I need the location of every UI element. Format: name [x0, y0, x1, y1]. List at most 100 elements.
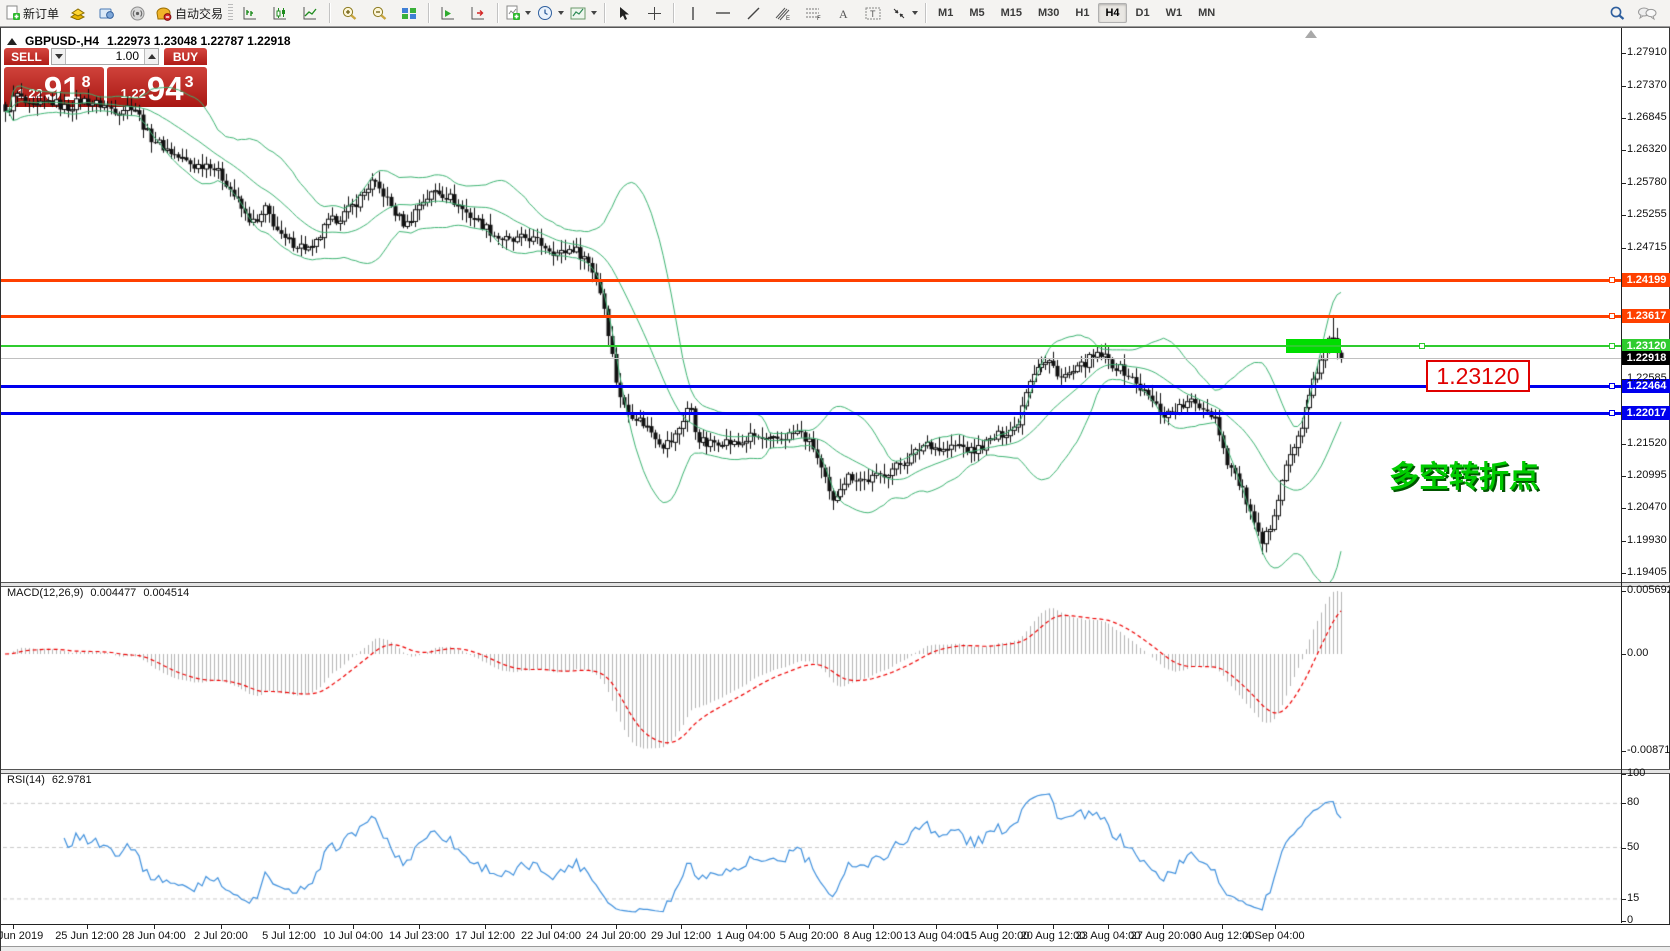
zoom-in-button[interactable]: [334, 1, 364, 25]
arrows-button[interactable]: [888, 1, 921, 25]
timeframe-button-m5[interactable]: M5: [969, 7, 985, 19]
search-button[interactable]: [1602, 1, 1632, 25]
price-tick-label: 1.25255: [1627, 208, 1667, 220]
market-watch-button[interactable]: [62, 1, 92, 25]
label-button[interactable]: T: [858, 1, 888, 25]
auto-scroll-button[interactable]: [433, 1, 463, 25]
price-tick: [1621, 444, 1626, 445]
line-handle-1.22017[interactable]: [1609, 410, 1615, 416]
line-handle-1.22464[interactable]: [1609, 383, 1615, 389]
channel-icon: E: [775, 6, 792, 21]
date-tick: [289, 925, 290, 929]
date-tick: [353, 925, 354, 929]
price-tag-object[interactable]: 1.23120: [1426, 360, 1530, 392]
line-handle-1.24199[interactable]: [1609, 277, 1615, 283]
macd-tick-label: -0.008717: [1627, 744, 1670, 756]
fibonacci-button[interactable]: F: [798, 1, 828, 25]
current-price-line: [1, 358, 1621, 359]
hline-resistance-1.23617[interactable]: [1, 315, 1621, 318]
hline-resistance-1.24199[interactable]: [1, 279, 1621, 282]
price-tick-label: 1.22585: [1627, 372, 1667, 384]
cn-note-object[interactable]: 多空转折点: [1389, 461, 1539, 494]
chart-shift-icon: [470, 6, 486, 21]
macd-tick: [1621, 591, 1626, 592]
chat-button[interactable]: [1632, 1, 1662, 25]
macd-chart-canvas[interactable]: [3, 585, 1621, 769]
periods-button[interactable]: [534, 1, 567, 25]
date-label: 30 Aug 12:00: [1189, 930, 1255, 942]
toolbar-grip[interactable]: [228, 4, 234, 22]
date-label: 29 Jul 12:00: [651, 930, 711, 942]
tile-windows-button[interactable]: [394, 1, 424, 25]
hline-support-1.22017[interactable]: [1, 412, 1621, 415]
price-tick-label: 1.26845: [1627, 111, 1667, 123]
hline-support-1.22464[interactable]: [1, 385, 1621, 388]
templates-button[interactable]: [567, 1, 600, 25]
timeframe-button-h1[interactable]: H1: [1075, 7, 1090, 19]
timeframe-button-h4[interactable]: H4: [1098, 3, 1127, 23]
price-chart-canvas[interactable]: [3, 30, 1621, 582]
rsi-tick-label: 0: [1627, 914, 1634, 926]
cursor-button[interactable]: [609, 1, 639, 25]
price-tick-label: 1.19405: [1627, 566, 1667, 578]
line-handle-1.23617[interactable]: [1609, 313, 1615, 319]
timeframe-button-d1[interactable]: D1: [1135, 7, 1150, 19]
rsi-tick: [1621, 803, 1626, 804]
fibonacci-icon: F: [805, 6, 822, 21]
autotrade-button[interactable]: 自动交易: [152, 1, 226, 25]
templates-caret-icon: [591, 11, 598, 15]
channel-button[interactable]: E: [768, 1, 798, 25]
indicators-button[interactable]: [502, 1, 534, 25]
zoom-out-button[interactable]: [364, 1, 394, 25]
cursor-icon: [618, 6, 630, 21]
crosshair-button[interactable]: [639, 1, 669, 25]
navigator-button[interactable]: [92, 1, 122, 25]
date-tick: [936, 925, 937, 929]
price-tick: [1621, 476, 1626, 477]
price-tick: [1621, 150, 1626, 151]
vertical-line-icon: [688, 6, 698, 21]
price-tick: [1621, 573, 1626, 574]
candlestick-chart-icon: [272, 6, 288, 21]
bar-chart-button[interactable]: [235, 1, 265, 25]
pivot-line-left-handle[interactable]: [1419, 343, 1425, 349]
price-badge-1.22017: 1.22017: [1622, 406, 1670, 420]
chart-shift-button[interactable]: [463, 1, 493, 25]
vertical-line-button[interactable]: [678, 1, 708, 25]
rsi-chart-canvas[interactable]: [3, 772, 1621, 923]
price-tick-label: 1.19930: [1627, 534, 1667, 546]
timeframe-button-w1[interactable]: W1: [1165, 7, 1183, 19]
price-axis: [1621, 28, 1622, 923]
date-label: 27 Aug 20:00: [1130, 930, 1196, 942]
rsi-tick: [1621, 899, 1626, 900]
rsi-tick-label: 80: [1627, 796, 1640, 808]
rsi-tick: [1621, 774, 1626, 775]
autotrade-label: 自动交易: [175, 6, 224, 21]
signals-button[interactable]: [122, 1, 152, 25]
timeframe-button-m15[interactable]: M15: [1000, 7, 1022, 19]
chat-icon: [1637, 6, 1657, 21]
date-label: 13 Aug 04:00: [903, 930, 969, 942]
arrows-icon: [891, 6, 907, 21]
timeframe-button-mn[interactable]: MN: [1198, 7, 1216, 19]
line-handle-1.23120[interactable]: [1609, 343, 1615, 349]
pane-splitter-macd[interactable]: [1, 582, 1670, 587]
date-tick: [873, 925, 874, 929]
text-button[interactable]: A: [828, 1, 858, 25]
candlestick-chart-button[interactable]: [265, 1, 295, 25]
date-label: 20 Jun 2019: [0, 930, 44, 942]
line-chart-button[interactable]: [295, 1, 325, 25]
pane-splitter-rsi[interactable]: [1, 769, 1670, 774]
bar-chart-icon: [242, 6, 258, 21]
price-tick-label: 1.21520: [1627, 437, 1667, 449]
hline-pivot-1.23120[interactable]: [1, 345, 1621, 347]
timeframe-button-m30[interactable]: M30: [1038, 7, 1060, 19]
trendline-button[interactable]: [738, 1, 768, 25]
timeframe-button-m1[interactable]: M1: [938, 7, 954, 19]
rsi-name: RSI(14): [7, 774, 45, 786]
horizontal-line-button[interactable]: [708, 1, 738, 25]
new-order-button[interactable]: 新订单: [2, 1, 62, 25]
macd-tick: [1621, 654, 1626, 655]
